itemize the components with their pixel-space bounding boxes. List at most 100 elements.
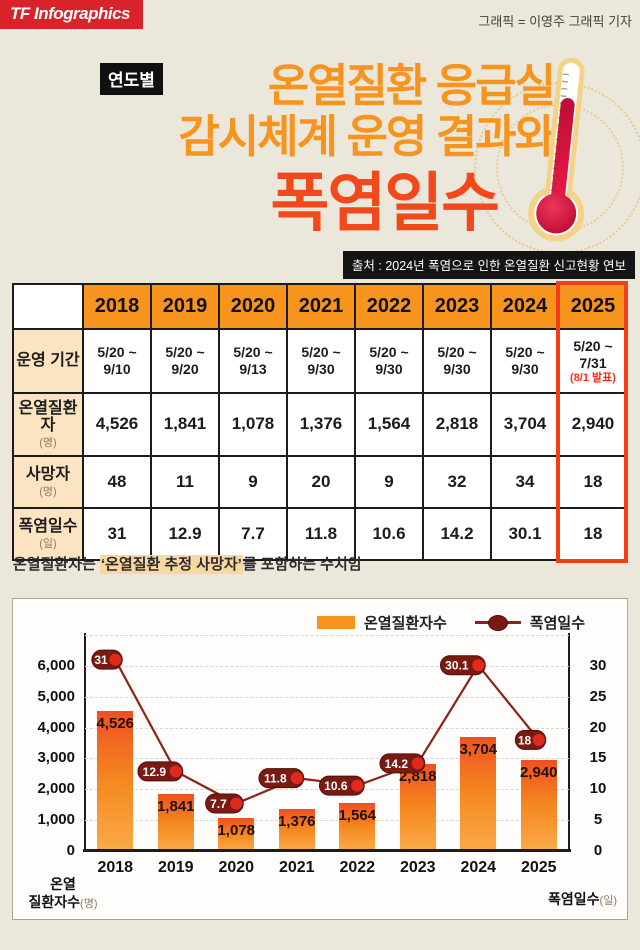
bar-2021 bbox=[278, 808, 315, 851]
right-axis-title-text: 폭염일수 bbox=[548, 891, 600, 907]
gridline bbox=[85, 635, 569, 636]
svg-text:10.6: 10.6 bbox=[324, 779, 348, 793]
right-axis-title: 폭염일수(일) bbox=[548, 889, 617, 909]
y-tick-right: 15 bbox=[589, 749, 607, 767]
right-axis-unit: (일) bbox=[599, 895, 617, 907]
bar-value-label: 3,704 bbox=[459, 740, 498, 758]
table-cell: 14.2 bbox=[422, 506, 492, 561]
line-point-pill: 18 bbox=[514, 729, 547, 750]
row-label-unit: (명) bbox=[39, 436, 57, 449]
line-marker-dot bbox=[289, 771, 304, 786]
line-marker-dot bbox=[229, 796, 244, 811]
x-tick-2025: 2025 bbox=[520, 859, 557, 876]
table-header-row: 2018 2019 2020 2021 2022 2023 2024 2025 bbox=[12, 283, 628, 330]
year-header-2021: 2021 bbox=[286, 283, 356, 330]
row-label-unit: (일) bbox=[39, 537, 57, 550]
y-tick-left: 2,000 bbox=[37, 780, 75, 798]
tf-infographics-logo: TF Infographics bbox=[0, 0, 143, 29]
table-row: 운영 기간 5/20 ~ 9/10 5/20 ~ 9/20 5/20 ~ 9/13 5/… bbox=[12, 328, 628, 394]
footnote-text: 를 포함하는 수치임 bbox=[242, 556, 362, 573]
table-cell: 1,376 bbox=[286, 391, 356, 457]
y-tick-left: 4,000 bbox=[37, 718, 75, 736]
y-tick-left: 5,000 bbox=[37, 687, 75, 705]
table-corner-cell bbox=[12, 283, 84, 330]
year-header-2018: 2018 bbox=[82, 283, 152, 330]
gridline bbox=[85, 820, 569, 822]
bar-2020 bbox=[218, 817, 255, 851]
y-tick-left: 6,000 bbox=[37, 656, 75, 674]
table-cell: 7.7 bbox=[218, 506, 288, 561]
svg-text:7.7: 7.7 bbox=[210, 797, 227, 811]
y-tick-right: 20 bbox=[589, 718, 607, 736]
bar-value-label: 1,841 bbox=[156, 798, 195, 816]
title-line-2: 감시체계 운영 결과와 bbox=[178, 111, 556, 162]
table-cell: 31 bbox=[82, 506, 152, 561]
y-tick-left: 1,000 bbox=[37, 811, 75, 829]
table-cell: 11 bbox=[150, 454, 220, 509]
gridline bbox=[85, 758, 569, 760]
row-label: 폭염일수 (일) bbox=[12, 506, 84, 561]
announce-date-note: (8/1 발표) bbox=[570, 371, 616, 384]
table-cell: 1,841 bbox=[150, 391, 220, 457]
bottom-axis-line bbox=[83, 849, 571, 852]
row-label-unit: (명) bbox=[39, 485, 57, 498]
year-header-2024: 2024 bbox=[490, 283, 560, 330]
row-label: 운영 기간 bbox=[12, 328, 84, 394]
row-label-text: 폭염일수 bbox=[18, 518, 78, 536]
source-label: 출처 : 2024년 폭염으로 인한 온열질환 신고현황 연보 bbox=[342, 251, 635, 279]
table-cell: 5/20 ~ 9/30 bbox=[354, 328, 424, 394]
table-cell: 5/20 ~ 9/30 bbox=[490, 328, 560, 394]
bar-value-label: 2,940 bbox=[519, 764, 558, 782]
table-row: 폭염일수 (일) 31 12.9 7.7 11.8 10.6 14.2 30.1 18 bbox=[12, 506, 628, 561]
x-tick-2020: 2020 bbox=[218, 859, 255, 876]
table-cell: 18 bbox=[558, 506, 628, 561]
legend-item-line: 폭염일수 bbox=[474, 612, 585, 633]
table-cell: 48 bbox=[82, 454, 152, 509]
table-cell: 12.9 bbox=[150, 506, 220, 561]
table-cell: 4,526 bbox=[82, 391, 152, 457]
year-header-2022: 2022 bbox=[354, 283, 424, 330]
y-tick-right: 10 bbox=[589, 780, 607, 798]
bar-value-label: 4,526 bbox=[96, 715, 135, 733]
table-cell: 34 bbox=[490, 454, 560, 509]
svg-text:12.9: 12.9 bbox=[143, 765, 167, 779]
table-cell: 32 bbox=[422, 454, 492, 509]
x-tick-2018: 2018 bbox=[97, 859, 134, 876]
table-cell: 5/20 ~ 7/31 (8/1 발표) bbox=[558, 328, 628, 394]
plot-area: 4,526 1,841 1,078 1,376 1,564 2,818 3,704 2,940… bbox=[83, 633, 571, 852]
x-tick-2024: 2024 bbox=[460, 859, 497, 876]
table-cell: 5/20 ~ 9/13 bbox=[218, 328, 288, 394]
row-label-text: 사망자 bbox=[25, 466, 71, 484]
table-cell: 5/20 ~ 9/20 bbox=[150, 328, 220, 394]
line-legend-swatch-icon bbox=[474, 615, 521, 631]
year-header-2025: 2025 bbox=[558, 283, 628, 330]
gridline bbox=[85, 727, 569, 729]
line-point-pill: 11.8 bbox=[258, 768, 305, 789]
year-header-2020: 2020 bbox=[218, 283, 288, 330]
table-row: 온열질환자 (명) 4,526 1,841 1,078 1,376 1,564 2,818 3,… bbox=[12, 391, 628, 457]
table-cell: 18 bbox=[558, 454, 628, 509]
footnote-text: 온열질환자는 bbox=[13, 556, 100, 573]
line-marker-dot bbox=[531, 732, 546, 747]
bar-2022 bbox=[339, 802, 376, 851]
legend-item-bar: 온열질환자수 bbox=[316, 612, 447, 633]
title-line-3: 폭염일수 bbox=[270, 167, 500, 239]
left-axis-unit: (명) bbox=[80, 898, 98, 911]
left-axis-title-text: 온열 bbox=[50, 876, 76, 892]
bar-value-label: 1,078 bbox=[217, 821, 256, 839]
table-cell: 2,818 bbox=[422, 391, 492, 457]
gridline bbox=[85, 696, 569, 698]
title-badge: 연도별 bbox=[100, 63, 163, 95]
y-tick-left: 0 bbox=[66, 842, 75, 859]
bar-value-label: 1,376 bbox=[277, 812, 316, 830]
year-header-2019: 2019 bbox=[150, 283, 220, 330]
bar-value-label: 2,818 bbox=[398, 768, 437, 786]
graphic-credit: 그래픽 = 이영주 그래픽 기자 bbox=[478, 14, 632, 29]
row-label-text: 운영 기간 bbox=[16, 352, 80, 370]
title-line-1: 온열질환 응급실 bbox=[267, 60, 556, 111]
right-axis-line bbox=[568, 633, 570, 851]
table-cell: 5/20 ~ 9/10 bbox=[82, 328, 152, 394]
x-tick-2022: 2022 bbox=[339, 859, 376, 876]
table-cell: 9 bbox=[218, 454, 288, 509]
